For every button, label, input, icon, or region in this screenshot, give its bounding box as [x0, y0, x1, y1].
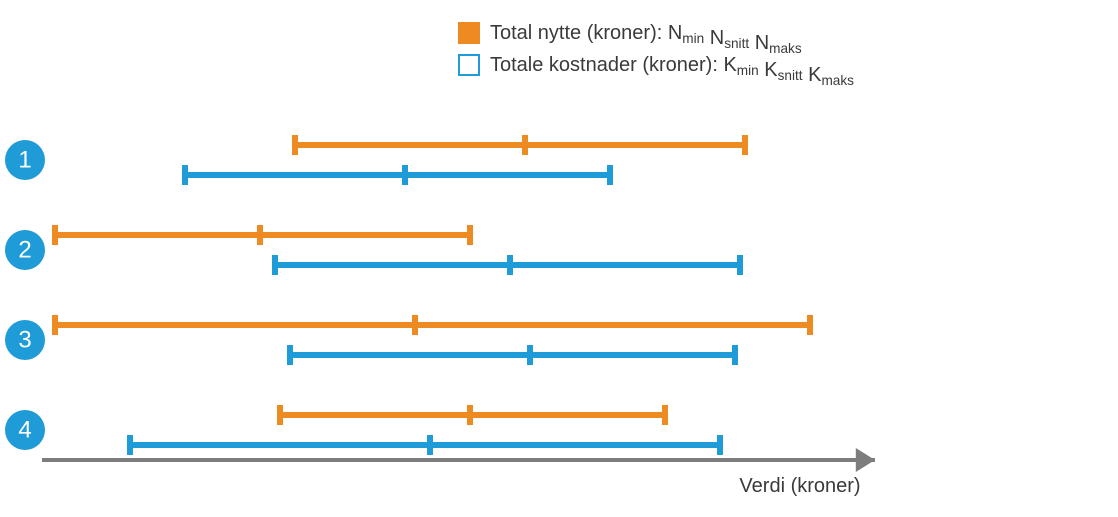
legend-swatch-kostnad	[459, 55, 479, 75]
legend-label-kostnad: Totale kostnader (kroner): Kmin Ksnitt K…	[490, 54, 854, 87]
row-badge-label-2: 2	[18, 237, 31, 264]
row-badge-label-3: 3	[18, 327, 31, 354]
legend-swatch-nytte	[458, 22, 480, 44]
row-badge-label-1: 1	[18, 147, 31, 174]
row-badge-label-4: 4	[18, 417, 31, 444]
x-axis-arrow	[856, 448, 875, 472]
x-axis-label: Verdi (kroner)	[739, 475, 860, 497]
legend-label-nytte: Total nytte (kroner): Nmin Nsnitt Nmaks	[490, 22, 802, 55]
range-comparison-chart: Total nytte (kroner): Nmin Nsnitt NmaksT…	[0, 0, 1118, 517]
